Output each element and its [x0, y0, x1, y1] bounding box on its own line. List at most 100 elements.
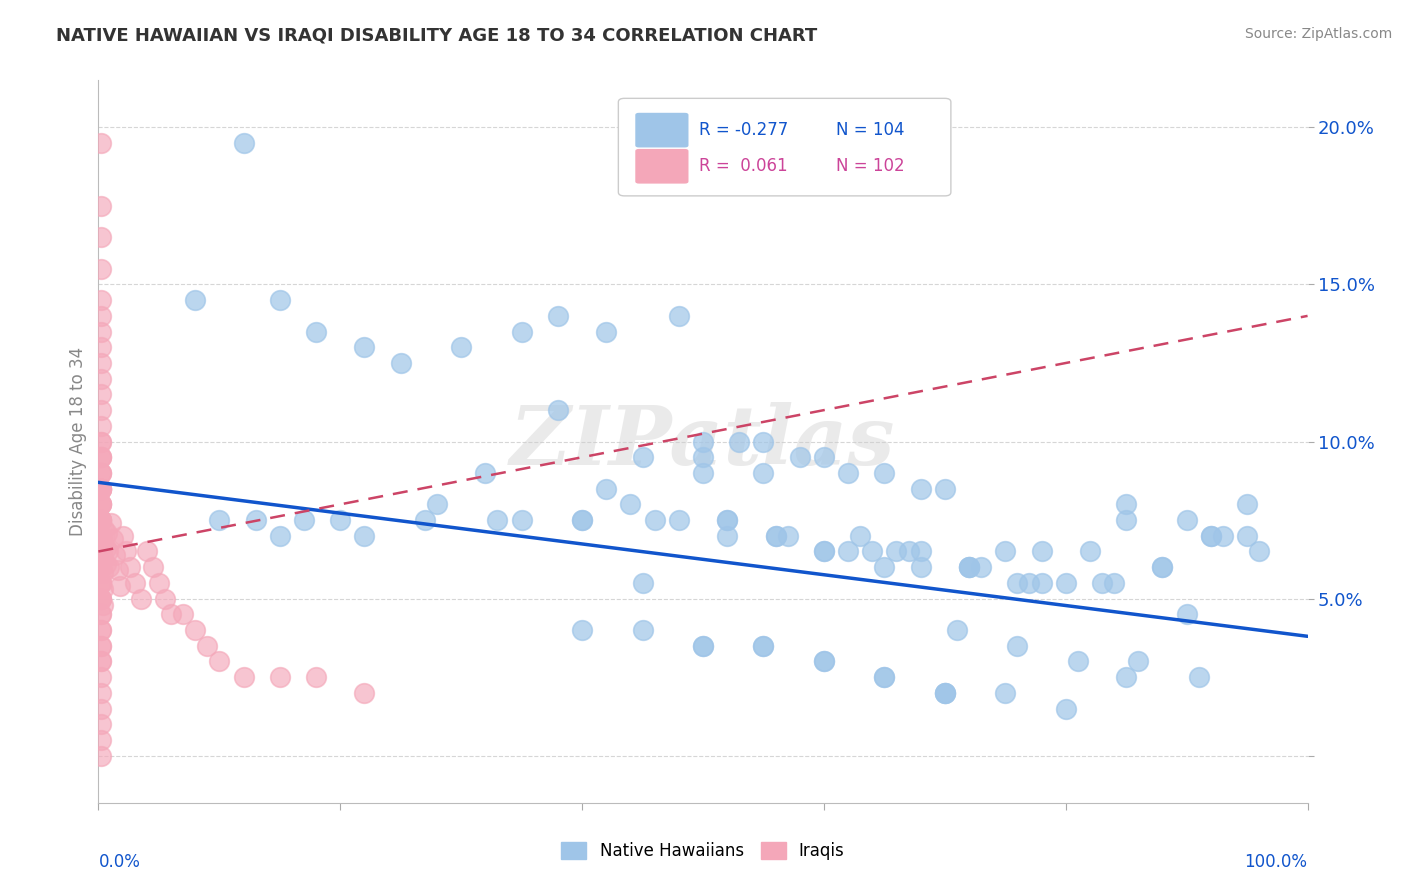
Point [716, 513, 738, 527]
Point [692, 434, 714, 449]
Point [957, 560, 980, 574]
Point [789, 450, 811, 465]
Point [90, 701, 112, 715]
Point [668, 309, 690, 323]
Point [353, 529, 375, 543]
Point [94, 541, 117, 556]
Point [1054, 701, 1077, 715]
Point [90, 230, 112, 244]
Point [129, 591, 152, 606]
Point [90, 513, 112, 527]
Point [90, 733, 112, 747]
Point [1091, 575, 1114, 590]
Point [849, 529, 872, 543]
Point [172, 607, 194, 622]
Point [1115, 513, 1137, 527]
Point [813, 655, 835, 669]
Point [413, 513, 436, 527]
Point [765, 529, 787, 543]
Point [994, 686, 1017, 700]
Point [90, 513, 112, 527]
Point [426, 497, 449, 511]
Point [101, 532, 124, 546]
Point [90, 466, 112, 480]
Point [90, 544, 112, 558]
Point [232, 670, 254, 684]
Point [90, 325, 112, 339]
Point [91, 550, 114, 565]
Point [94, 557, 117, 571]
Point [292, 513, 315, 527]
Point [269, 529, 291, 543]
Point [184, 623, 207, 637]
Point [1249, 544, 1271, 558]
Point [547, 403, 569, 417]
Point [90, 748, 112, 763]
Point [1115, 670, 1137, 684]
Point [90, 450, 112, 465]
Point [1067, 655, 1090, 669]
Point [752, 434, 775, 449]
Point [90, 418, 112, 433]
Point [90, 575, 112, 590]
Point [90, 529, 112, 543]
Point [118, 560, 141, 574]
Point [910, 544, 932, 558]
Text: ZIPatlas: ZIPatlas [510, 401, 896, 482]
Point [631, 623, 654, 637]
Point [595, 325, 617, 339]
Point [305, 325, 328, 339]
Point [90, 544, 112, 558]
Point [353, 686, 375, 700]
Point [692, 639, 714, 653]
Point [90, 529, 112, 543]
Point [90, 560, 112, 574]
Point [195, 639, 218, 653]
Point [91, 598, 114, 612]
Point [994, 544, 1017, 558]
Point [90, 529, 112, 543]
Point [111, 529, 134, 543]
Point [1007, 639, 1029, 653]
Point [547, 309, 569, 323]
Point [90, 466, 112, 480]
Point [90, 261, 112, 276]
Point [970, 560, 993, 574]
Point [100, 516, 122, 531]
Point [813, 544, 835, 558]
Y-axis label: Disability Age 18 to 34: Disability Age 18 to 34 [69, 347, 87, 536]
Point [1212, 529, 1234, 543]
Text: 0.0%: 0.0% [98, 854, 141, 871]
Point [716, 513, 738, 527]
Point [90, 450, 112, 465]
Point [934, 686, 956, 700]
Point [510, 513, 533, 527]
Point [90, 372, 112, 386]
Point [90, 482, 112, 496]
Point [90, 591, 112, 606]
Point [692, 450, 714, 465]
Point [389, 356, 412, 370]
Point [90, 340, 112, 354]
Point [1128, 655, 1150, 669]
Point [571, 623, 593, 637]
Point [90, 293, 112, 308]
Text: R =  0.061: R = 0.061 [699, 157, 787, 175]
Point [90, 575, 112, 590]
Text: R = -0.277: R = -0.277 [699, 121, 789, 139]
Point [90, 623, 112, 637]
Point [946, 623, 969, 637]
Point [1152, 560, 1174, 574]
Point [90, 513, 112, 527]
Point [1078, 544, 1101, 558]
Point [910, 560, 932, 574]
Point [90, 482, 112, 496]
Point [1199, 529, 1222, 543]
Point [208, 655, 231, 669]
Point [104, 548, 127, 562]
Legend: Native Hawaiians, Iraqis: Native Hawaiians, Iraqis [555, 835, 851, 867]
FancyBboxPatch shape [619, 98, 950, 196]
Point [115, 544, 138, 558]
Point [752, 639, 775, 653]
Point [93, 538, 115, 552]
